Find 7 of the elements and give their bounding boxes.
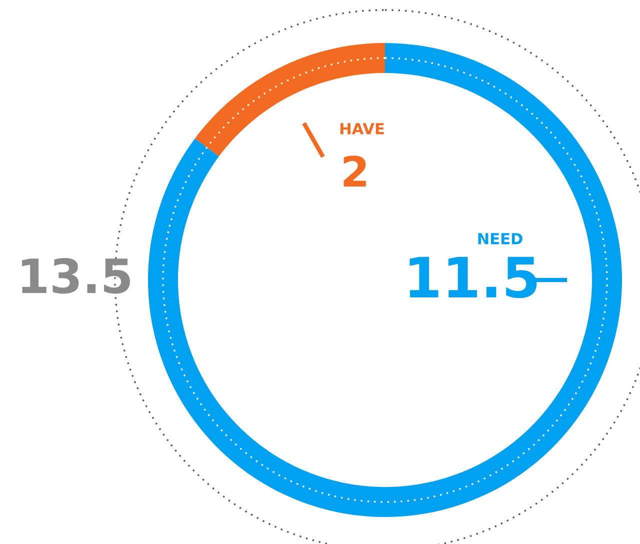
donut-slice [148,43,622,517]
text: 13.5 [22,258,130,294]
slice-label: HAVE [340,123,384,134]
donut-slice [194,43,385,156]
data-label: 2 [344,156,366,186]
slice-label: NEED [478,233,522,244]
data-label: 11.5 [410,256,537,298]
